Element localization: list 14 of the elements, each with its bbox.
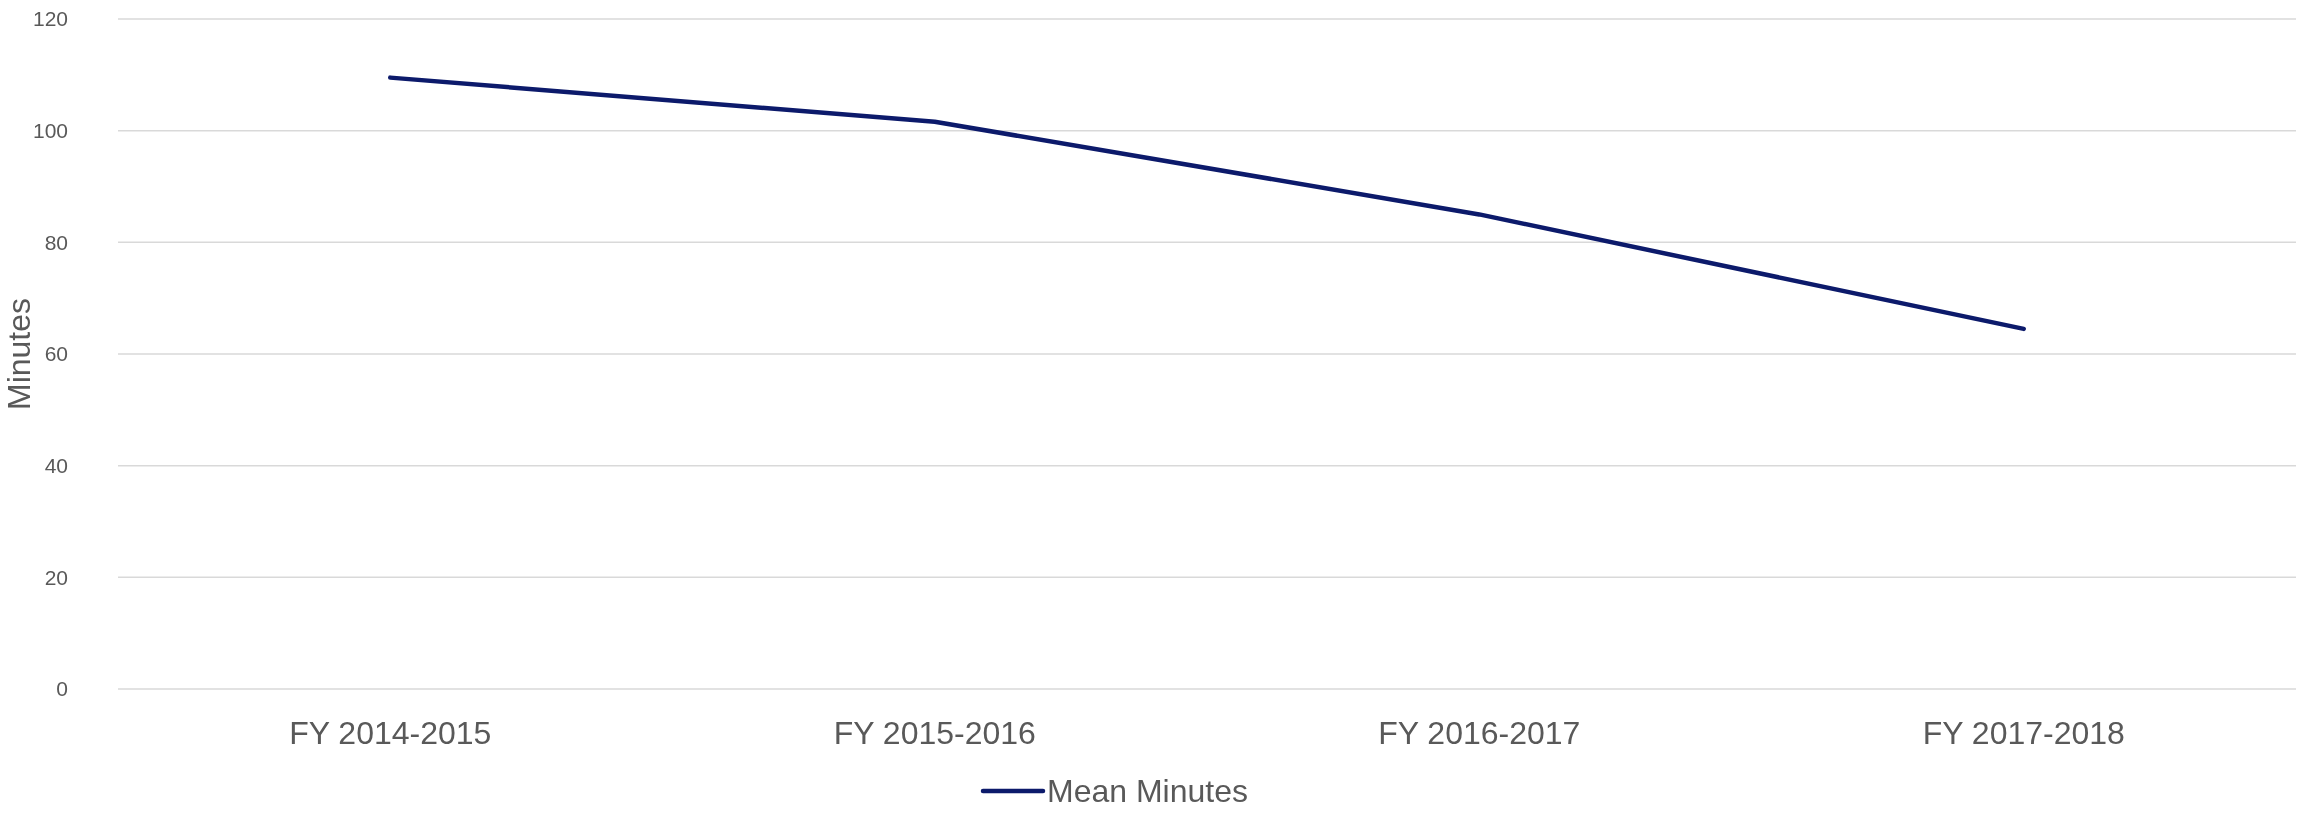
- legend-label: Mean Minutes: [1047, 773, 1248, 810]
- y-tick-label: 0: [56, 677, 68, 701]
- y-tick-label: 20: [44, 565, 68, 589]
- x-tick-label: FY 2017-2018: [1922, 715, 2125, 751]
- y-tick-label: 100: [32, 119, 68, 143]
- y-tick-label: 120: [32, 7, 68, 31]
- y-tick-label: 40: [44, 454, 68, 478]
- y-axis-title: Minutes: [1, 297, 37, 411]
- line-series: [388, 75, 2026, 332]
- y-tick-label: 60: [44, 342, 68, 366]
- x-tick-label: FY 2015-2016: [833, 715, 1036, 751]
- y-tick-label: 80: [44, 230, 68, 254]
- x-tick-label: FY 2016-2017: [1378, 715, 1581, 751]
- x-tick-label: FY 2014-2015: [289, 715, 492, 751]
